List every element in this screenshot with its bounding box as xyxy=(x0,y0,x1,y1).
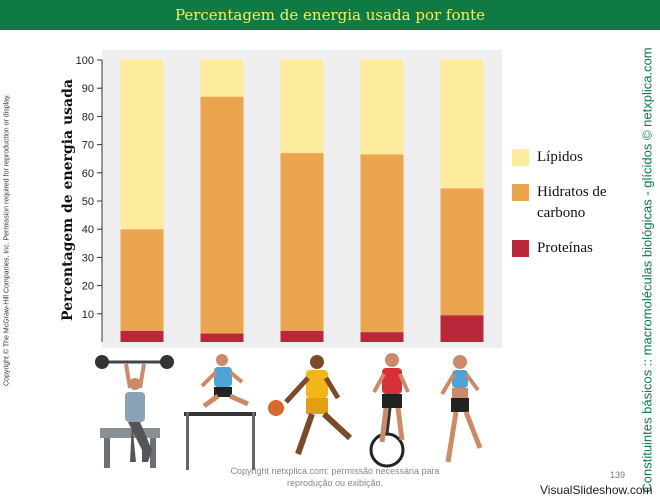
source-side-text: Constituintes básicos :: macromoléculas … xyxy=(639,47,655,493)
bar-segment xyxy=(120,60,164,230)
copyright-side-text: Copyright © The McGraw-Hill Companies, I… xyxy=(3,93,11,387)
y-tick-label: 90 xyxy=(82,83,94,95)
y-tick-label: 60 xyxy=(82,168,94,180)
page-title: Percentagem de energia usada por fonte xyxy=(174,6,486,24)
legend-swatch-lipidos xyxy=(512,149,529,166)
y-tick-label: 10 xyxy=(82,309,94,321)
y-axis-label: Percentagem de energia usada xyxy=(60,79,76,321)
bar-segment xyxy=(440,60,484,189)
bar-segment xyxy=(280,330,324,342)
page-number: 139 xyxy=(610,470,626,480)
bar-segment xyxy=(440,188,484,316)
legend: Lípidos Hidratos de carbono Proteínas xyxy=(512,147,632,273)
basketball-player-figure xyxy=(268,355,353,455)
site-credit: VisualSlideshow.com xyxy=(540,483,653,497)
watermark-text: Copyright netxplica.com: permissão neces… xyxy=(230,466,440,488)
bar-segment xyxy=(280,60,324,154)
bar-segment xyxy=(360,154,404,333)
bar-segment xyxy=(200,60,244,97)
bar-segment xyxy=(120,229,164,331)
y-tick-label: 20 xyxy=(82,281,94,293)
y-tick-label: 30 xyxy=(82,252,94,264)
legend-item-lipidos: Lípidos xyxy=(512,147,632,168)
bar-segment xyxy=(360,60,404,155)
y-tick-label: 100 xyxy=(76,55,94,67)
legend-item-proteinas: Proteínas xyxy=(512,238,632,259)
bar-segment xyxy=(440,315,484,342)
title-bar: Percentagem de energia usada por fonte xyxy=(0,0,660,30)
runner-figure xyxy=(440,355,483,463)
weightlifter-figure xyxy=(95,355,174,468)
legend-swatch-proteinas xyxy=(512,240,529,257)
legend-label-proteinas: Proteínas xyxy=(537,240,593,256)
athletes-illustration xyxy=(95,353,483,470)
y-tick-label: 50 xyxy=(82,196,94,208)
legend-label-lipidos: Lípidos xyxy=(537,149,583,165)
hurdler-figure xyxy=(184,354,256,470)
bar-segment xyxy=(280,153,324,331)
legend-swatch-hidratos xyxy=(512,184,529,201)
y-tick-label: 40 xyxy=(82,224,94,236)
cyclist-figure xyxy=(369,353,410,468)
bar-segment xyxy=(200,333,244,342)
y-tick-label: 70 xyxy=(82,140,94,152)
bar-segment xyxy=(200,96,244,334)
y-tick-label: 80 xyxy=(82,111,94,123)
legend-item-hidratos: Hidratos de carbono xyxy=(512,182,632,224)
legend-label-hidratos: Hidratos de carbono xyxy=(537,184,607,221)
bar-segment xyxy=(360,332,404,342)
bar-segment xyxy=(120,330,164,342)
